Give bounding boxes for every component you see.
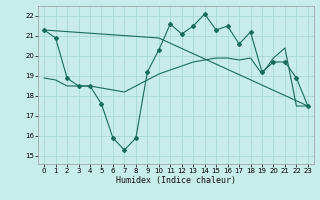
X-axis label: Humidex (Indice chaleur): Humidex (Indice chaleur) (116, 176, 236, 185)
